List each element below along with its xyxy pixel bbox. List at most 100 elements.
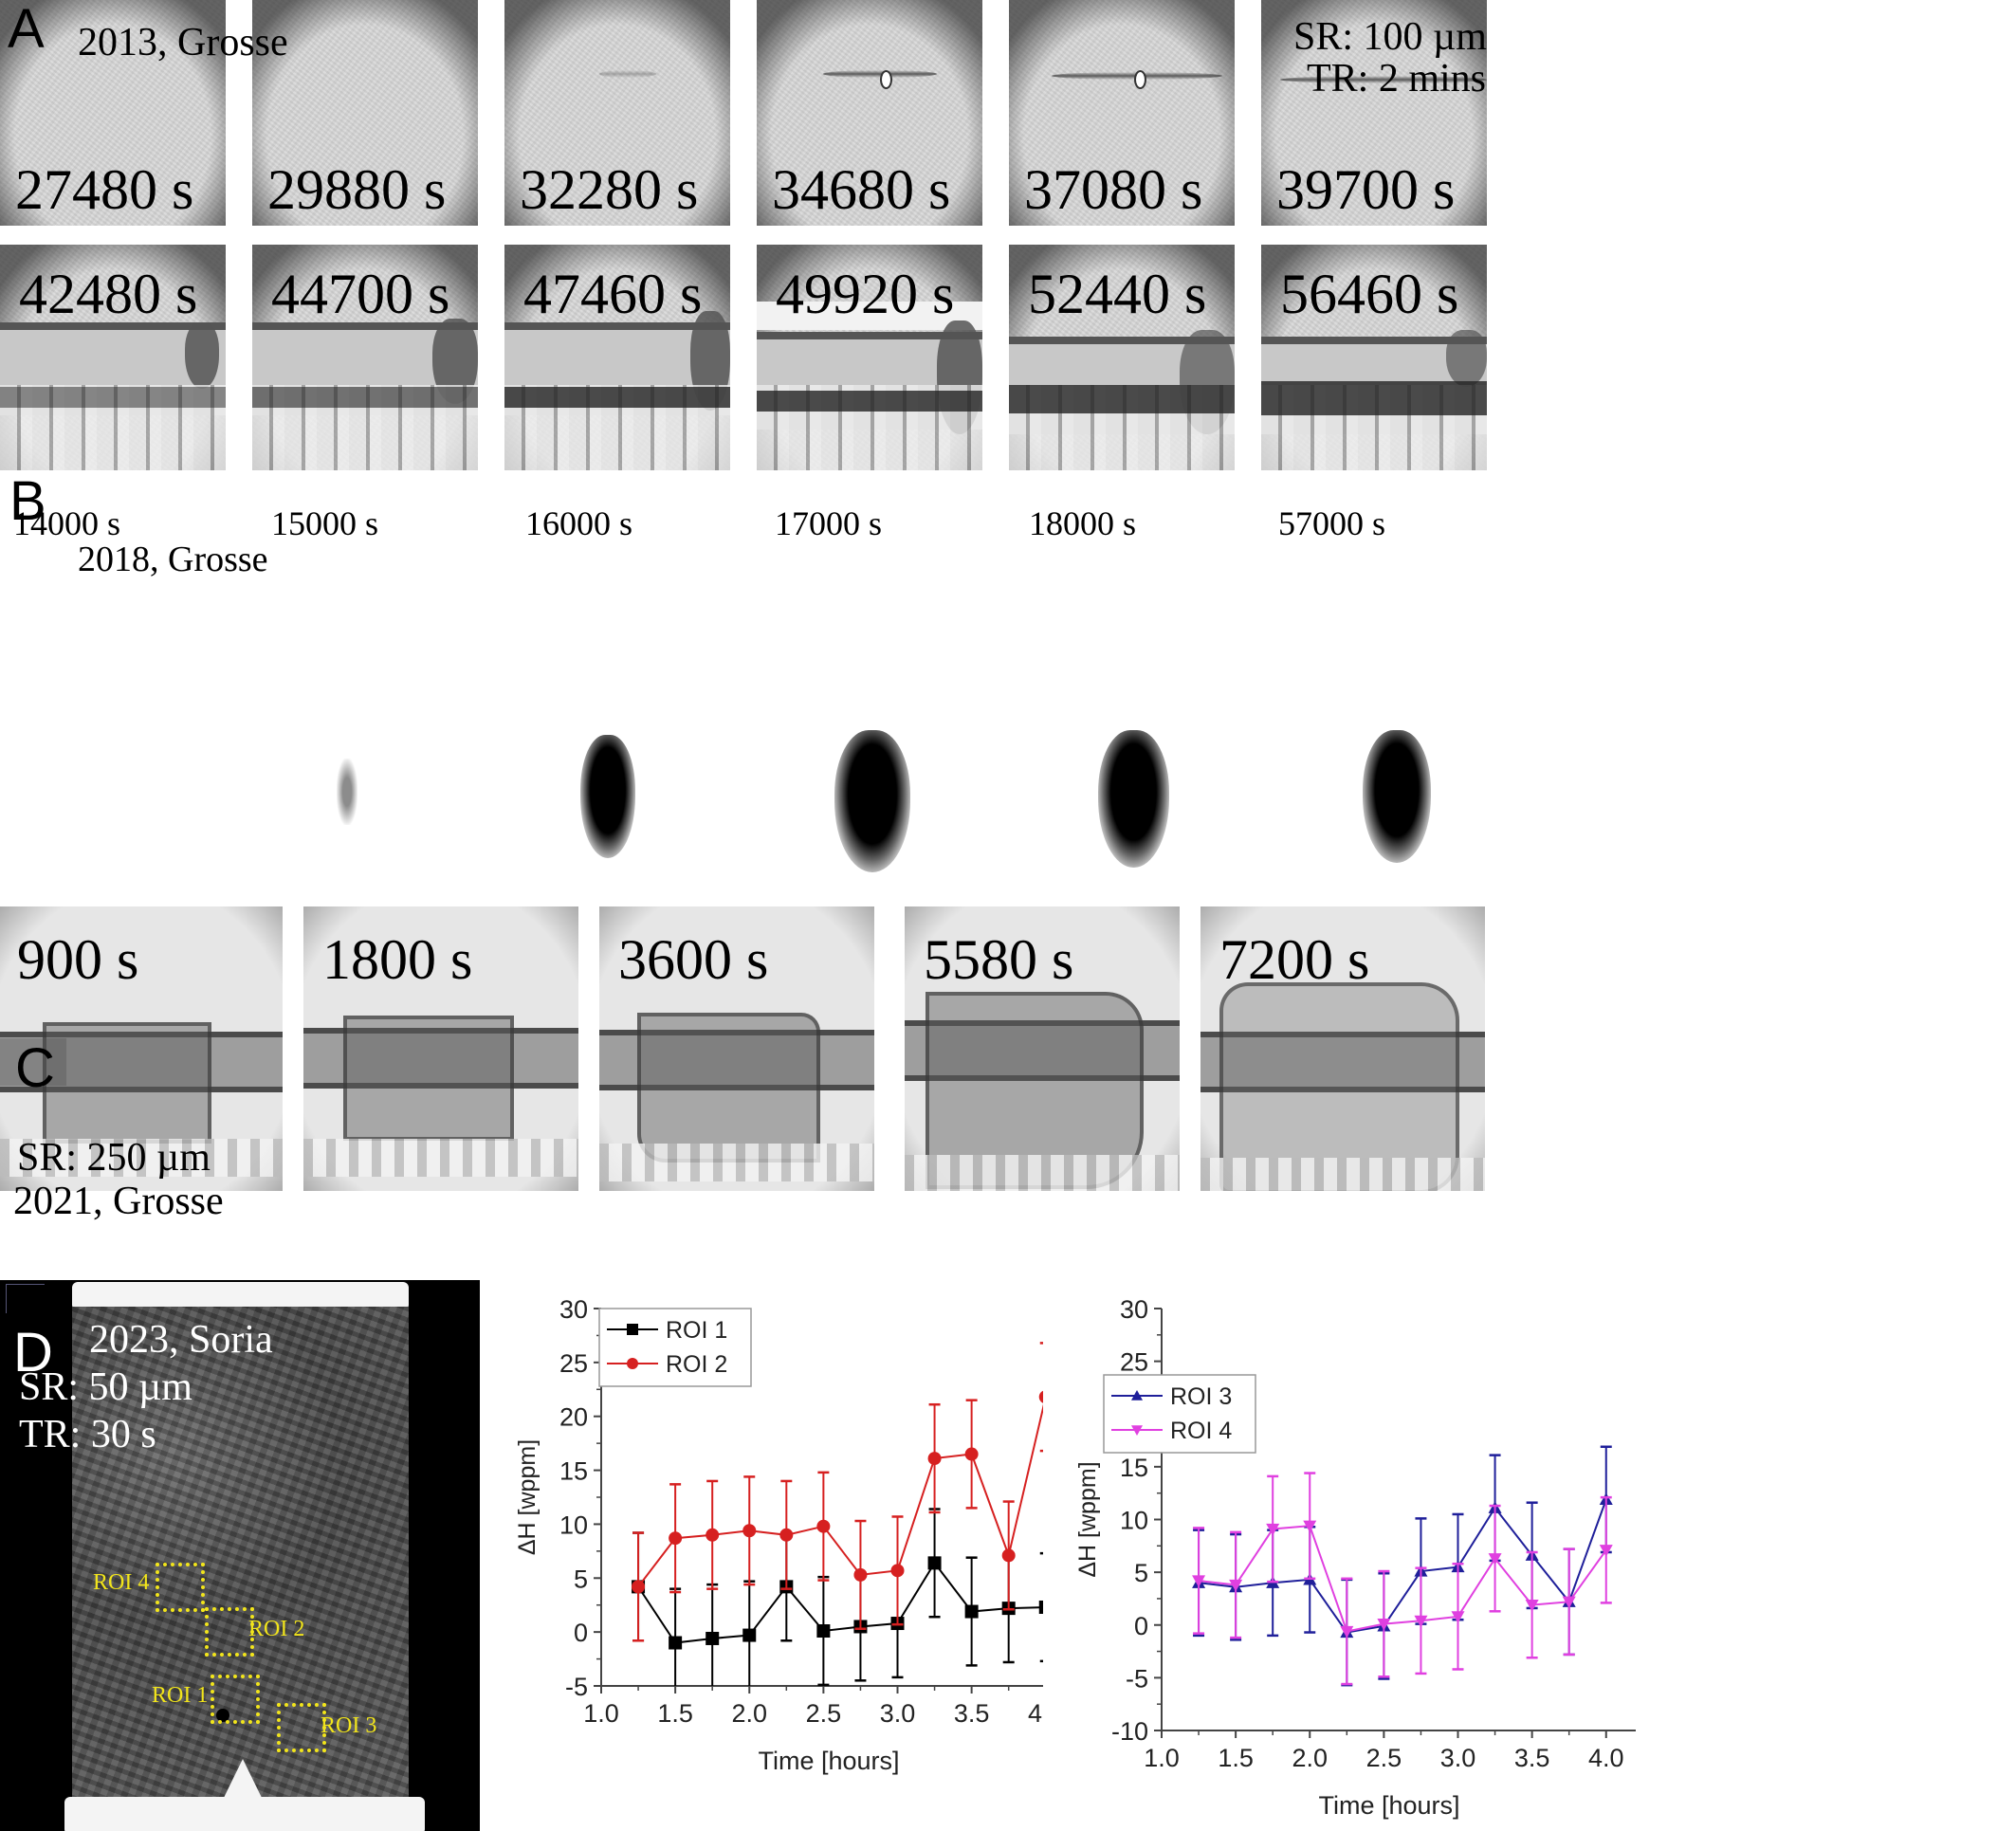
neutron-image-c2: 1800 s — [303, 906, 578, 1191]
panel-letter-c: C — [15, 1037, 55, 1099]
svg-text:1.0: 1.0 — [583, 1699, 619, 1728]
panel-letter-d: D — [13, 1322, 53, 1383]
svg-text:2.0: 2.0 — [731, 1699, 767, 1728]
neutron-image-c3: 3600 s — [599, 906, 874, 1191]
timestamp: 17000 s — [775, 504, 883, 542]
svg-text:30: 30 — [1120, 1295, 1148, 1324]
roi-1-box — [211, 1675, 260, 1724]
neutron-image-a8: 44700 s — [252, 245, 478, 470]
timestamp: 44700 s — [271, 263, 450, 325]
legend-label: ROI 3 — [1170, 1383, 1232, 1410]
svg-text:Time [hours]: Time [hours] — [1318, 1791, 1459, 1820]
series-roi-2 — [632, 1342, 1043, 1642]
svg-text:20: 20 — [559, 1403, 588, 1432]
neutron-image-a5: 37080 s — [1009, 0, 1235, 226]
neutron-image-a1: 27480 s — [0, 0, 226, 226]
timestamp: 39700 s — [1276, 158, 1456, 221]
chart-roi3-roi4: -10-50510152025301.01.52.02.53.03.54.0Ti… — [1074, 1295, 1636, 1820]
hydrogen-blob-17000 — [834, 730, 910, 872]
timestamp: 56460 s — [1280, 263, 1459, 325]
neutron-image-a2: 29880 s — [252, 0, 478, 226]
neutron-image-c1: 900 s — [0, 906, 283, 1191]
hydrogen-blob-15000 — [337, 759, 357, 825]
timestamp: 34680 s — [772, 158, 951, 221]
timestamp: 900 s — [17, 928, 139, 991]
temporal-resolution-d: TR: 30 s — [19, 1413, 156, 1456]
roi-1-label: ROI 1 — [152, 1683, 209, 1708]
spatial-resolution-a: SR: 100 µm — [1293, 15, 1487, 59]
timestamp: 3600 s — [618, 928, 769, 991]
timestamp: 57000 s — [1278, 504, 1386, 542]
neutron-image-a6: 39700 s — [1261, 0, 1487, 226]
timestamp: 47460 s — [523, 263, 703, 325]
roi-2-box — [205, 1607, 254, 1657]
svg-text:15: 15 — [559, 1457, 588, 1486]
chart-legend: ROI 1 ROI 2 — [598, 1308, 752, 1387]
roi-3-label: ROI 3 — [321, 1713, 377, 1738]
svg-text:10: 10 — [559, 1511, 588, 1539]
svg-text:2.0: 2.0 — [1292, 1744, 1328, 1772]
series-roi-4 — [1192, 1472, 1613, 1686]
svg-text:1.5: 1.5 — [657, 1699, 693, 1728]
svg-text:4.0: 4.0 — [1588, 1744, 1624, 1772]
legend-label: ROI 1 — [666, 1317, 727, 1344]
source-label-d: 2023, Soria — [89, 1318, 273, 1362]
svg-text:-5: -5 — [1126, 1664, 1148, 1693]
svg-text:5: 5 — [1134, 1559, 1148, 1587]
svg-text:ΔH [wppm]: ΔH [wppm] — [1074, 1461, 1101, 1577]
panel-letter-b: B — [9, 470, 46, 532]
hydrogen-blob-16000 — [580, 735, 635, 858]
legend-label: ROI 4 — [1170, 1418, 1232, 1444]
timestamp: 1800 s — [322, 928, 473, 991]
neutron-image-a11: 52440 s — [1009, 245, 1235, 470]
neutron-tomography-image: ROI 4 ROI 2 ROI 1 ROI 3 — [0, 1280, 480, 1831]
svg-text:Time [hours]: Time [hours] — [758, 1747, 899, 1775]
legend-label: ROI 2 — [666, 1351, 727, 1378]
svg-text:-5: -5 — [565, 1673, 588, 1701]
neutron-image-a3: 32280 s — [504, 0, 730, 226]
svg-text:0: 0 — [1134, 1612, 1148, 1640]
svg-text:1.5: 1.5 — [1218, 1744, 1254, 1772]
roi-3-box — [277, 1703, 326, 1752]
panel-letter-a: A — [8, 0, 45, 60]
neutron-image-a12: 56460 s — [1261, 245, 1487, 470]
timestamp: 14000 s — [13, 504, 121, 542]
neutron-image-a4: 34680 s — [757, 0, 982, 226]
svg-text:25: 25 — [559, 1349, 588, 1378]
timestamp: 32280 s — [520, 158, 699, 221]
svg-text:2.5: 2.5 — [806, 1699, 842, 1728]
svg-text:3.0: 3.0 — [880, 1699, 916, 1728]
chart-roi1-roi2: -5 0 5 10 15 20 25 30 1.0 1.5 2.0 2.5 3.0 3.5 4.0 Time … — [514, 1295, 1043, 1775]
timestamp: 37080 s — [1024, 158, 1203, 221]
timestamp: 49920 s — [776, 263, 955, 325]
svg-text:10: 10 — [1120, 1507, 1148, 1535]
series-roi-3 — [1192, 1445, 1613, 1687]
timestamp: 29880 s — [267, 158, 447, 221]
timestamp: 15000 s — [271, 504, 379, 542]
svg-text:15: 15 — [1120, 1454, 1148, 1482]
svg-text:2.5: 2.5 — [1366, 1744, 1402, 1772]
roi-4-box — [156, 1563, 205, 1612]
timestamp: 27480 s — [15, 158, 194, 221]
neutron-image-a7: 42480 s — [0, 245, 226, 470]
chart-legend: ROI 3 ROI 4 — [1103, 1374, 1256, 1454]
timestamp: 52440 s — [1028, 263, 1207, 325]
svg-text:1.0: 1.0 — [1144, 1744, 1180, 1772]
svg-text:30: 30 — [559, 1295, 588, 1324]
svg-text:3.5: 3.5 — [1514, 1744, 1550, 1772]
temporal-resolution-a: TR: 2 mins — [1307, 57, 1487, 101]
hydrogen-blob-57000 — [1363, 730, 1431, 863]
roi-4-label: ROI 4 — [93, 1570, 150, 1595]
spatial-resolution-c: SR: 250 µm — [17, 1136, 211, 1180]
timestamp: 42480 s — [19, 263, 198, 325]
svg-text:3.0: 3.0 — [1440, 1744, 1476, 1772]
neutron-image-a9: 47460 s — [504, 245, 730, 470]
neutron-image-a10: 49920 s — [757, 245, 982, 470]
svg-text:25: 25 — [1120, 1348, 1148, 1377]
source-label-c: 2021, Grosse — [13, 1180, 224, 1223]
source-label-a: 2013, Grosse — [78, 21, 288, 64]
svg-text:3.5: 3.5 — [954, 1699, 990, 1728]
neutron-image-c5: 7200 s — [1200, 906, 1485, 1191]
svg-text:ΔH [wppm]: ΔH [wppm] — [514, 1439, 541, 1555]
hydrogen-blob-18000 — [1098, 730, 1169, 868]
